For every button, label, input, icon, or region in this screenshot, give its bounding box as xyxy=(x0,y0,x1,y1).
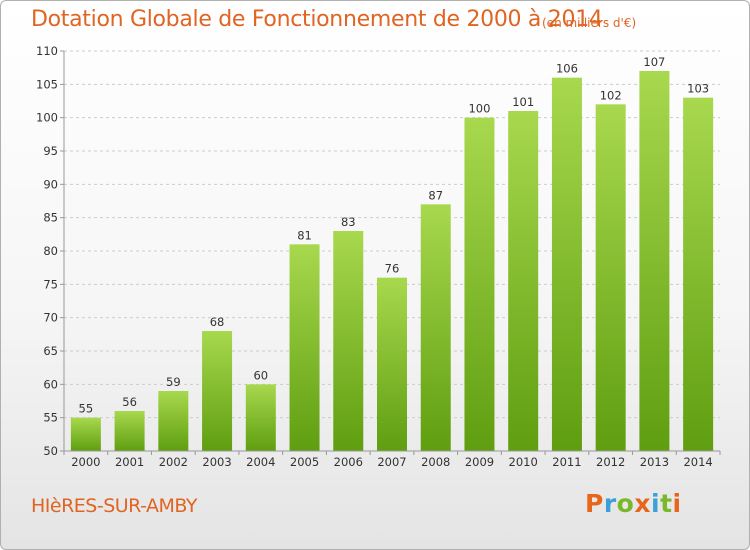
x-tick-label: 2012 xyxy=(596,455,625,469)
logo-letter: o xyxy=(616,489,635,518)
data-label-2013: 107 xyxy=(643,55,665,69)
bar-2008 xyxy=(420,204,451,451)
x-tick-label: 2013 xyxy=(640,455,669,469)
data-label-2001: 56 xyxy=(122,395,137,409)
x-tick-label: 2014 xyxy=(683,455,712,469)
chart-subtitle: (en milliers d'€) xyxy=(542,16,637,30)
logo-letter: i xyxy=(672,489,682,518)
y-tick-label: 105 xyxy=(36,77,58,91)
commune-name: HIèRES-SUR-AMBY xyxy=(31,495,198,517)
x-tick-label: 2003 xyxy=(202,455,231,469)
logo-letter: i xyxy=(651,489,661,518)
x-tick-label: 2002 xyxy=(159,455,188,469)
bar-2013 xyxy=(639,71,670,451)
bar-2003 xyxy=(202,331,233,451)
x-tick-label: 2000 xyxy=(71,455,100,469)
data-label-2007: 76 xyxy=(385,262,400,276)
y-tick-label: 60 xyxy=(43,377,58,391)
y-tick-label: 85 xyxy=(43,211,58,225)
x-tick-label: 2011 xyxy=(552,455,581,469)
bars xyxy=(70,71,714,452)
x-tick-label: 2010 xyxy=(509,455,538,469)
bar-2007 xyxy=(377,277,407,451)
chart-title: Dotation Globale de Fonctionnement de 20… xyxy=(31,7,603,32)
data-label-2010: 101 xyxy=(512,95,534,109)
x-tick-label: 2007 xyxy=(377,455,406,469)
y-tick-label: 110 xyxy=(36,44,58,58)
data-label-2012: 102 xyxy=(600,88,622,102)
data-label-2008: 87 xyxy=(428,188,443,202)
bar-2014 xyxy=(683,97,714,452)
y-tick-label: 80 xyxy=(43,244,58,258)
data-label-2002: 59 xyxy=(166,375,181,389)
y-tick-label: 95 xyxy=(43,144,58,158)
data-label-2009: 100 xyxy=(468,102,490,116)
bar-2000 xyxy=(70,417,101,451)
y-tick-label: 70 xyxy=(43,311,58,325)
x-tick-label: 2001 xyxy=(115,455,144,469)
y-tick-label: 50 xyxy=(43,444,58,458)
y-tick-label: 100 xyxy=(36,111,58,125)
bar-2004 xyxy=(245,384,276,451)
x-tick-label: 2004 xyxy=(246,455,275,469)
x-tick-label: 2006 xyxy=(334,455,363,469)
y-tick-label: 65 xyxy=(43,344,58,358)
data-label-2005: 81 xyxy=(297,228,312,242)
y-tick-label: 55 xyxy=(43,411,58,425)
bar-2010 xyxy=(508,111,539,451)
x-axis-ticks: 2000 2001 2002 2003 2004 2005 2006 2007 2008 2009… xyxy=(63,451,721,469)
x-tick-label: 2009 xyxy=(465,455,494,469)
bar-2009 xyxy=(464,117,495,452)
data-label-2003: 68 xyxy=(210,315,225,329)
bar-2012 xyxy=(595,104,626,451)
bar-2011 xyxy=(551,77,582,452)
x-tick-label: 2005 xyxy=(290,455,319,469)
y-tick-label: 75 xyxy=(43,277,58,291)
data-label-2011: 106 xyxy=(556,62,578,76)
logo-letter: P xyxy=(585,489,604,518)
data-label-2006: 83 xyxy=(341,215,356,229)
bar-2005 xyxy=(289,244,320,451)
y-axis-ticks: 50 55 60 65 70 75 80 85 90 95 100 105 110 xyxy=(36,44,64,458)
bar-2006 xyxy=(333,231,364,451)
bar-2001 xyxy=(114,411,145,451)
logo-letter: r xyxy=(603,489,617,518)
proxiti-logo[interactable]: Proxiti xyxy=(585,489,682,518)
data-labels: 55 56 59 68 60 81 83 76 87 100 101 106 102 107 103 xyxy=(79,55,710,416)
logo-letter: x xyxy=(634,489,651,518)
bar-2002 xyxy=(158,391,189,451)
data-label-2004: 60 xyxy=(253,368,268,382)
data-label-2014: 103 xyxy=(687,82,709,96)
data-label-2000: 55 xyxy=(79,402,94,416)
x-tick-label: 2008 xyxy=(421,455,450,469)
logo-letter: t xyxy=(660,489,673,518)
y-tick-label: 90 xyxy=(43,177,58,191)
